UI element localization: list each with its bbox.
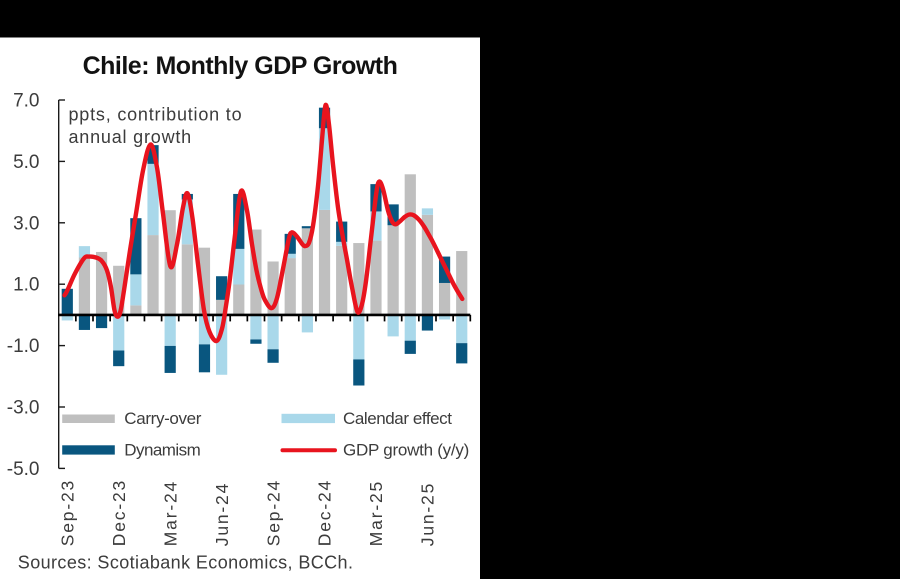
svg-text:5.0: 5.0 <box>13 152 39 173</box>
svg-text:Mar-24: Mar-24 <box>160 480 180 546</box>
svg-text:3.0: 3.0 <box>13 213 39 234</box>
svg-text:Chile: Monthly GDP Growth: Chile: Monthly GDP Growth <box>83 52 398 80</box>
svg-text:Sep-24: Sep-24 <box>263 479 283 546</box>
svg-text:-5.0: -5.0 <box>7 459 40 480</box>
svg-text:7.0: 7.0 <box>13 91 39 112</box>
svg-text:Mar-25: Mar-25 <box>366 480 386 546</box>
svg-text:ppts, contribution to: ppts, contribution to <box>69 105 243 125</box>
svg-text:Carry-over: Carry-over <box>124 409 201 428</box>
svg-text:Sep-23: Sep-23 <box>58 479 78 546</box>
svg-text:Dynamism: Dynamism <box>124 441 200 460</box>
svg-text:Calendar effect: Calendar effect <box>343 409 452 428</box>
svg-text:-1.0: -1.0 <box>7 336 40 357</box>
svg-text:-3.0: -3.0 <box>7 398 40 419</box>
svg-text:Dec-24: Dec-24 <box>315 479 335 546</box>
svg-text:GDP growth (y/y): GDP growth (y/y) <box>343 441 469 460</box>
svg-text:Sources: Scotiabank Economics,: Sources: Scotiabank Economics, BCCh. <box>18 553 354 573</box>
svg-text:Jun-25: Jun-25 <box>418 482 438 546</box>
svg-text:1.0: 1.0 <box>13 275 39 296</box>
svg-text:annual growth: annual growth <box>69 127 192 147</box>
svg-text:Dec-23: Dec-23 <box>109 479 129 546</box>
svg-text:Jun-24: Jun-24 <box>212 482 232 546</box>
